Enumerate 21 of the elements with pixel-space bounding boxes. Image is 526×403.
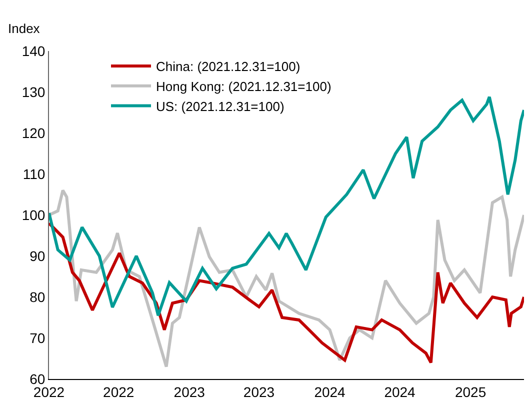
- x-tick-label: 2024: [314, 384, 346, 400]
- legend-label: US: (2021.12.31=100): [156, 98, 284, 114]
- x-tick-label: 2023: [243, 384, 275, 400]
- y-tick-label: 140: [22, 42, 46, 59]
- line-series: [49, 95, 524, 317]
- legend-label: China: (2021.12.31=100): [156, 59, 300, 74]
- y-axis-title: Index: [8, 21, 40, 36]
- y-tick-label: 100: [22, 206, 46, 223]
- y-tick-label: 110: [22, 166, 46, 182]
- legend-label: Hong Kong: (2021.12.31=100): [156, 78, 332, 94]
- x-tick-label: 2022: [103, 384, 134, 400]
- y-tick-label: 120: [22, 124, 46, 141]
- y-tick-label: 70: [30, 330, 46, 346]
- line-series: [49, 222, 524, 364]
- y-tick-label: 130: [22, 84, 46, 100]
- x-tick-label: 2024: [384, 384, 416, 400]
- x-tick-label: 2025: [454, 384, 486, 400]
- x-tick-label: 2023: [174, 384, 206, 400]
- y-tick-label: 80: [30, 288, 46, 305]
- y-tick-label: 90: [30, 248, 46, 264]
- line-series: [49, 188, 524, 368]
